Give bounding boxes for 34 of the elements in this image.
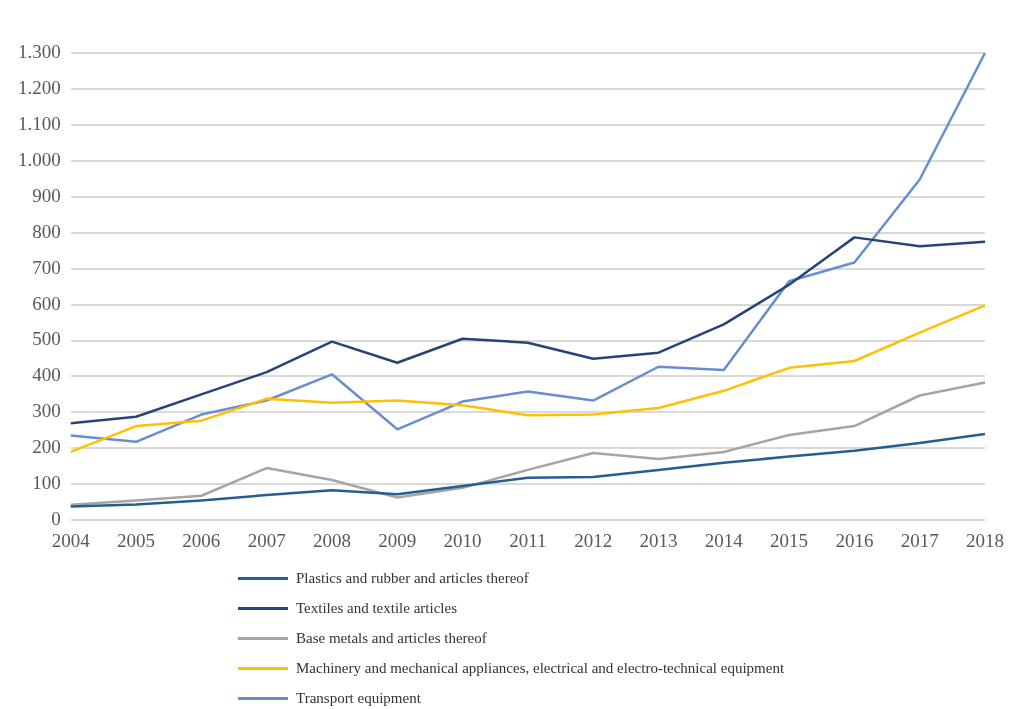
y-tick-label: 700 [32, 256, 61, 278]
x-tick-label: 2017 [900, 529, 939, 551]
y-tick-label: 200 [32, 436, 61, 458]
y-tick-label: 1.200 [18, 76, 61, 98]
y-tick-label: 1.100 [18, 112, 61, 134]
legend-label: Base metals and articles thereof [296, 629, 487, 647]
x-tick-label: 2014 [704, 529, 744, 551]
x-tick-label: 2011 [509, 529, 547, 551]
x-tick-label: 2018 [966, 529, 1004, 551]
y-tick-label: 500 [32, 328, 61, 350]
legend-label: Textiles and textile articles [296, 599, 457, 617]
legend-label: Machinery and mechanical appliances, electrical and electro-technical equipment [296, 659, 785, 677]
x-tick-label: 2016 [835, 529, 874, 551]
legend-label: Plastics and rubber and articles thereof [296, 569, 529, 587]
x-tick-label: 2010 [443, 529, 482, 551]
y-tick-label: 800 [32, 220, 61, 242]
x-tick-label: 2007 [247, 529, 286, 551]
x-tick-label: 2008 [312, 529, 351, 551]
x-tick-label: 2013 [639, 529, 678, 551]
y-tick-label: 0 [51, 508, 61, 530]
y-tick-label: 1.000 [18, 148, 61, 170]
y-tick-label: 600 [32, 292, 61, 314]
y-tick-label: 900 [32, 184, 61, 206]
x-tick-label: 2006 [182, 529, 221, 551]
y-tick-label: 100 [32, 472, 61, 494]
y-tick-label: 1.300 [18, 40, 61, 62]
x-tick-label: 2004 [51, 529, 91, 551]
x-tick-label: 2012 [574, 529, 613, 551]
x-tick-label: 2015 [770, 529, 809, 551]
y-tick-label: 400 [32, 364, 61, 386]
x-tick-label: 2005 [117, 529, 156, 551]
y-tick-label: 300 [32, 400, 61, 422]
x-tick-label: 2009 [378, 529, 417, 551]
legend-label: Transport equipment [296, 689, 421, 707]
